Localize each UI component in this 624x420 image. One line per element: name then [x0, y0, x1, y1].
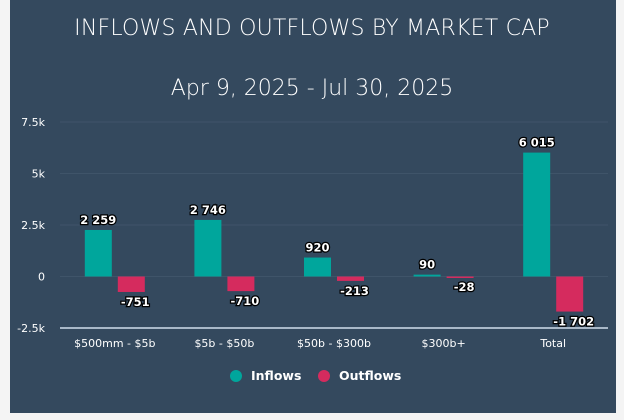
legend-dot-outflows [318, 369, 330, 382]
bar-inflows [523, 152, 551, 277]
data-label: -751 [121, 295, 150, 309]
data-label: -1 702 [553, 315, 594, 329]
bar-inflows [194, 219, 222, 277]
bar-inflows [413, 274, 441, 277]
bar-outflows [446, 276, 474, 278]
x-tick-label: $500mm - $5b [74, 337, 155, 350]
data-label: 920 [305, 241, 329, 255]
y-tick-label: -2.5k [17, 322, 45, 335]
chart-subtitle: Apr 9, 2025 - Jul 30, 2025 [170, 76, 454, 101]
legend-label-outflows: Outflows [339, 368, 402, 383]
bar-outflows [337, 276, 364, 281]
data-label: 2 259 [80, 213, 116, 227]
data-label: 90 [419, 258, 435, 272]
legend-item-inflows[interactable]: Inflows [230, 368, 301, 383]
data-label: -213 [340, 284, 369, 298]
y-tick-label: 5k [32, 168, 46, 181]
chart-title: INFLOWS AND OUTFLOWS BY MARKET CAP [74, 16, 550, 41]
y-tick-label: 0 [38, 271, 45, 284]
legend-item-outflows[interactable]: Outflows [318, 368, 401, 383]
bar-outflows [227, 276, 255, 292]
bar-inflows [304, 257, 331, 277]
chart-panel [10, 0, 616, 413]
data-label: 6 015 [519, 136, 555, 150]
x-tick-label: Total [539, 337, 566, 350]
x-tick-label: $50b - $300b [297, 337, 371, 350]
legend-dot-inflows [230, 369, 242, 382]
bar-outflows [556, 276, 584, 312]
x-tick-label: $5b - $50b [194, 337, 254, 350]
y-tick-label: 7.5k [21, 116, 45, 129]
data-label: 2 746 [190, 203, 226, 217]
bar-inflows [84, 229, 112, 277]
data-label: -710 [231, 294, 260, 308]
legend-label-inflows: Inflows [251, 368, 302, 383]
x-tick-label: $300b+ [421, 337, 465, 350]
data-label: -28 [454, 280, 475, 294]
bar-outflows [117, 276, 145, 292]
y-tick-label: 2.5k [21, 219, 45, 232]
